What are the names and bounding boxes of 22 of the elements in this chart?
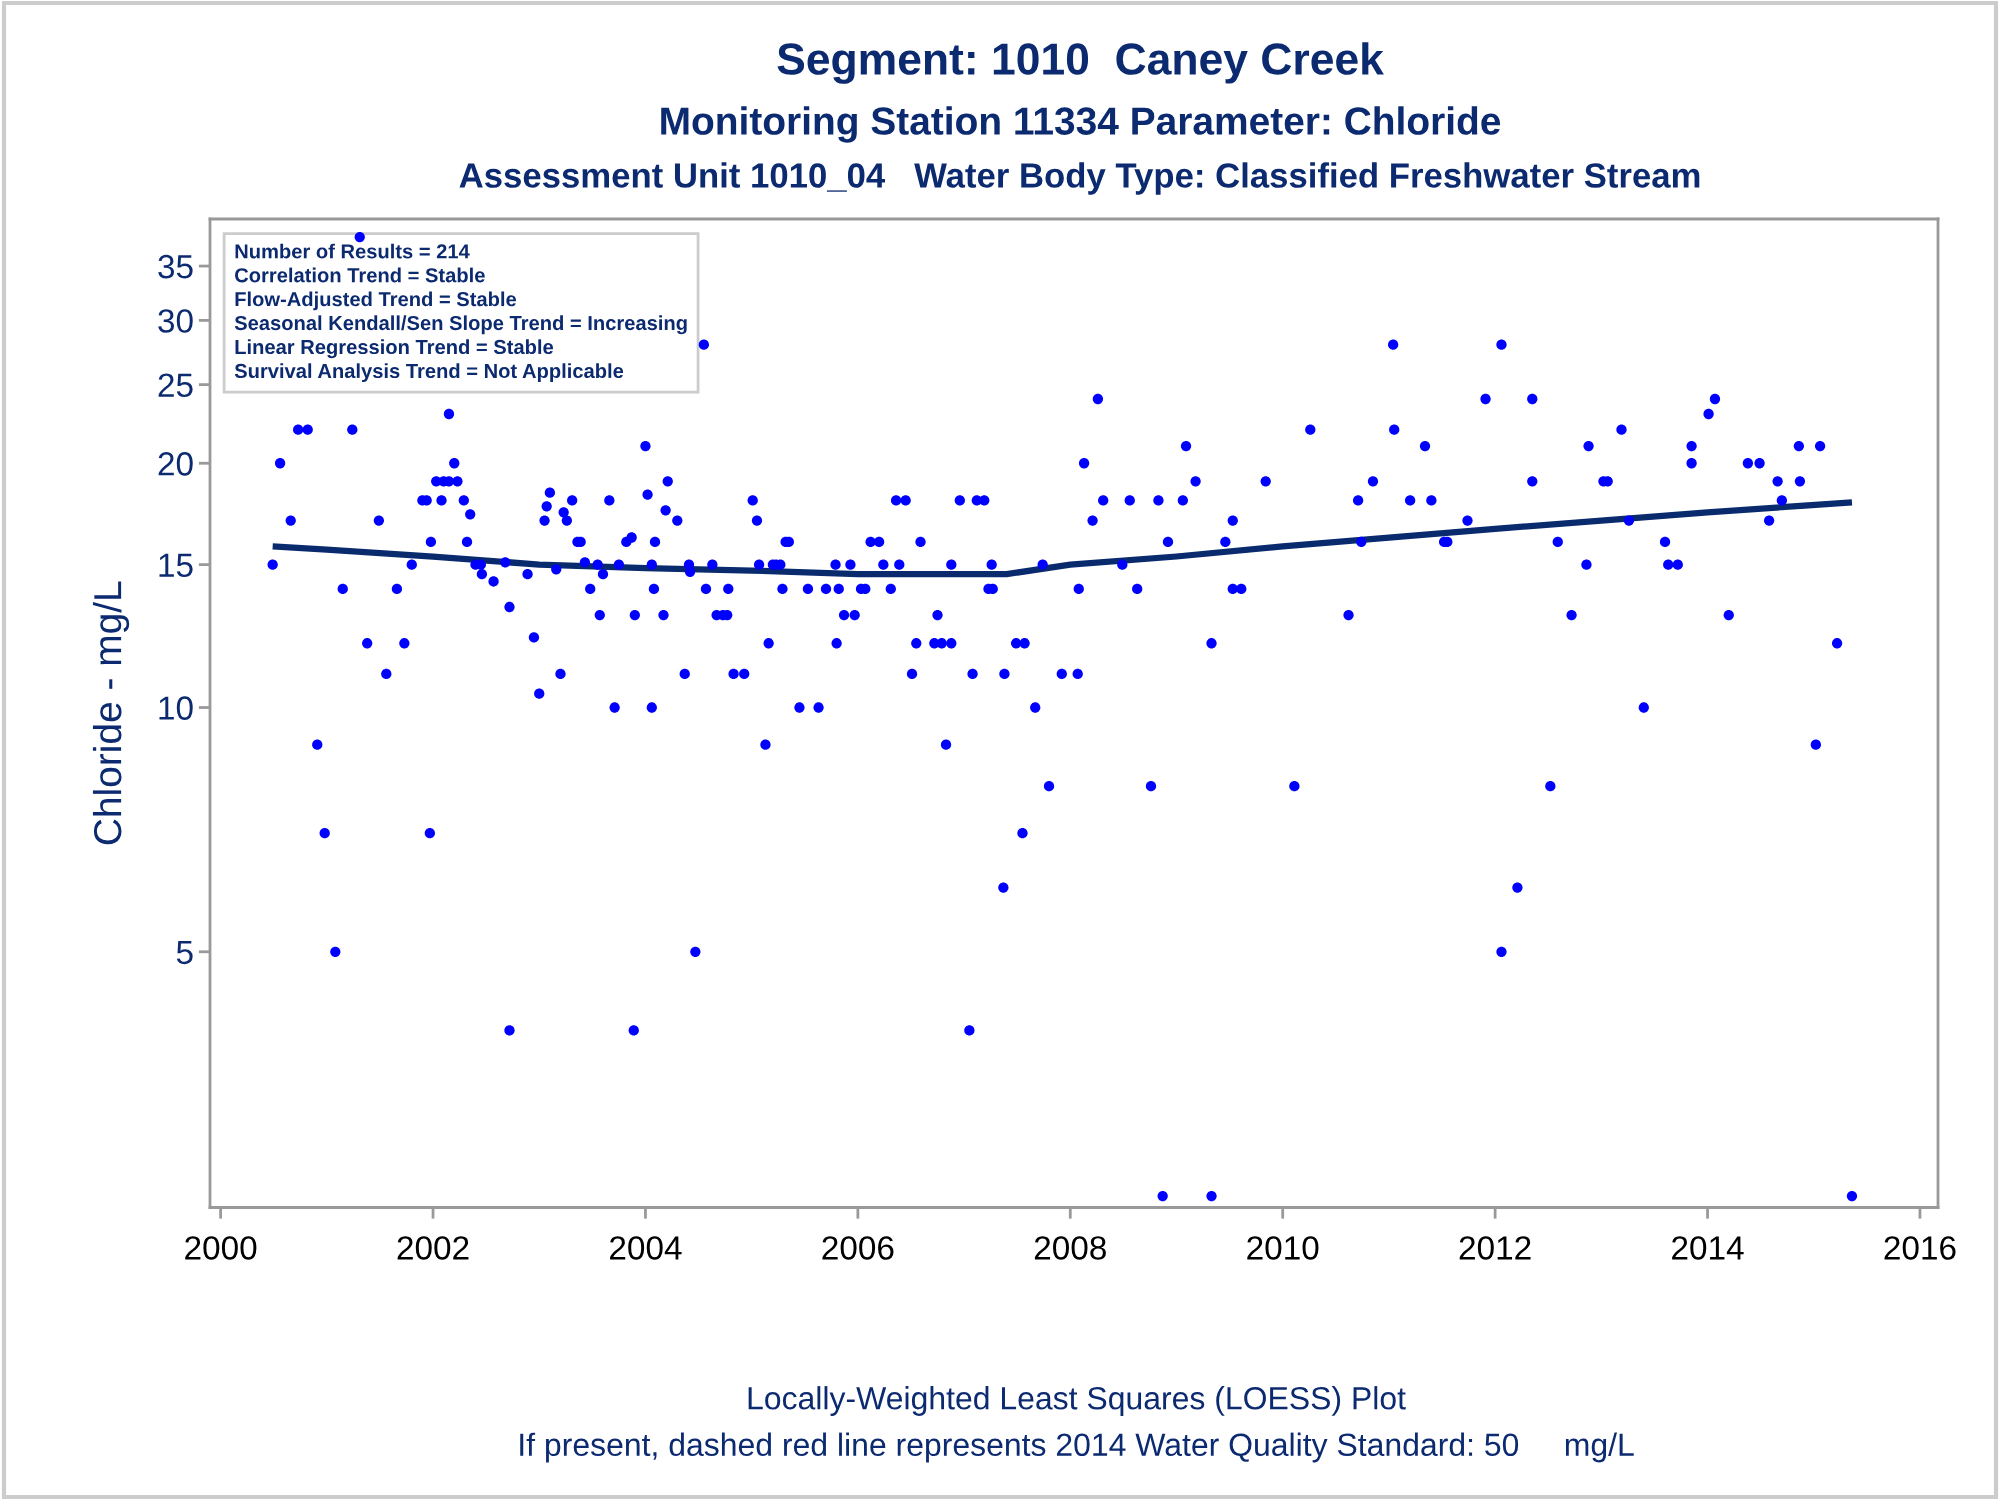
y-tick-label: 30 [158,309,193,333]
x-tick-label: 2002 [397,1236,469,1260]
x-tick-label: 2012 [1459,1236,1531,1260]
y-tick-label: 15 [159,553,193,578]
annotation: Number of Results = 214 Correlation Trend = Stable Flow-Adjusted Trend = Stable Seasonal Kendall/Sen Slope Trend = Increasing Linear Regression Trend = Stable Survival Analysis Trend = Not Applicable [234,243,687,383]
y-tick-label: 20 [158,452,193,476]
y-tick-label: 25 [158,373,193,398]
x-tick-label: 2004 [610,1236,682,1260]
x-tick-label: 2016 [1884,1236,1956,1260]
text: If present, dashed red line represents 2014 Water Quality Standard: 50 mg/L [520,1432,1634,1463]
text: Locally-Weighted Least Squares (LOESS) Plot [748,1386,1406,1416]
y-tick-label: 5 [176,940,193,965]
x-tick-label: 2008 [1034,1236,1106,1260]
x-tick-label: 2014 [1672,1236,1744,1260]
x-tick-label: 2000 [185,1236,257,1260]
y-tick-label: 10 [159,696,193,720]
x-tick-label: 2006 [822,1236,894,1260]
x-tick-label: 2010 [1247,1236,1319,1260]
chart-subtitle: Monitoring Station 11334 Parameter: Chloride Assessment Unit 1010_04 Water Body Type: Classified Freshwater Stream [459,106,1700,195]
y-tick-label: 35 [158,254,193,279]
y-axis-title: Chloride - mg/L [92,581,130,845]
chart-title: Segment: 1010 Caney Creek [777,42,1384,84]
